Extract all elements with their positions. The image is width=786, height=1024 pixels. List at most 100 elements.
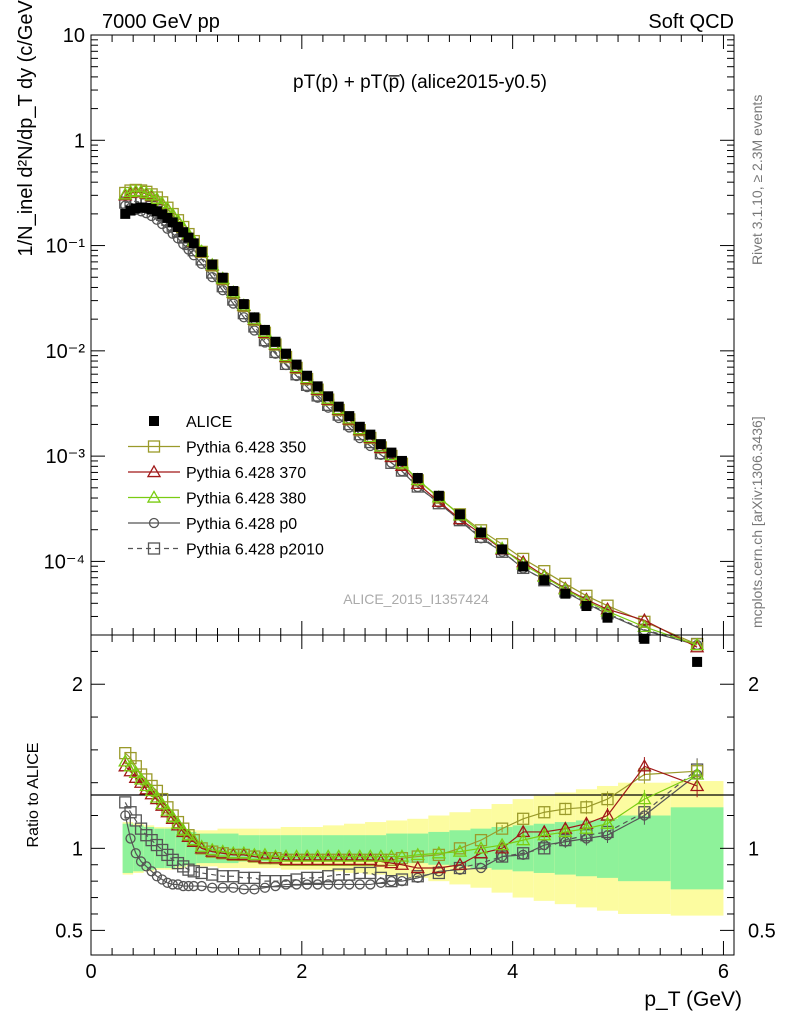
ratio-band-inner [164,828,176,869]
ratio-y-tick-label: 2 [72,674,83,696]
main-data-point [431,494,447,507]
ratio-data-point [299,852,315,866]
ratio-data-point [558,824,573,838]
ratio-data-point [162,877,173,888]
main-data-point [365,429,376,440]
main-data-point [167,217,178,228]
ratio-data-point [516,832,531,846]
ratio-data-point [344,879,355,890]
main-data-point [259,324,270,335]
ratio-data-point [139,778,154,792]
main-data-point [454,509,465,520]
ratio-y-tick-label: 0.5 [55,920,83,942]
ratio-band-inner [386,833,408,864]
main-data-point [162,212,173,223]
ratio-data-point [226,845,241,859]
ratio-data-point [410,847,425,861]
ratio-data-point [196,880,207,892]
ratio-data-point [354,879,365,890]
main-data-point [144,188,159,201]
ratio-data-point [247,849,262,862]
ratio-data-point [517,812,530,825]
ratio-data-point [579,821,594,834]
main-data-point [149,191,165,205]
main-data-point [639,633,650,644]
ratio-data-point [278,852,294,866]
ratio-data-point [494,837,510,851]
legend-label: Pythia 6.428 p0 [186,516,297,533]
ratio-series-3 [118,753,705,862]
ratio-data-point [247,847,262,861]
ratio-data-point [172,879,184,890]
legend: ALICE Pythia 6.428 350 Pythia 6.428 370 Pyt… [128,414,324,559]
ratio-data-point [183,880,194,892]
ratio-data-point [373,849,389,862]
ratio-data-point [149,790,165,803]
legend-marker [149,416,159,426]
main-data-point [312,381,323,392]
legend-marker [147,542,161,555]
ratio-series-layer [118,747,705,895]
analysis-watermark: ALICE_2015_I1357424 [343,591,489,607]
main-data-point [183,232,194,243]
main-axes: 10 1 10⁻¹ 10⁻² 10⁻³ 10⁻⁴ [44,25,734,636]
ratio-series-line [124,769,698,882]
main-data-point [151,206,162,217]
ratio-data-point [228,882,239,893]
ratio-data-point [342,852,357,866]
ratio-data-point [312,879,323,890]
main-data-point [146,204,157,215]
ratio-data-point [165,811,180,824]
main-data-point [281,348,292,359]
ratio-data-point [432,848,446,862]
main-data-point [518,561,529,572]
main-data-point [581,601,592,612]
ratio-series-line [124,774,698,890]
main-data-point [602,612,613,623]
ratio-data-point [149,791,165,805]
main-data-point [323,391,334,402]
ratio-data-point [268,849,283,862]
main-ylabel-text: 1/N_inel d²N/dp_T dy (c/GeV) [15,0,37,257]
ratio-data-point [431,860,447,874]
main-data-point [344,411,355,422]
ratio-data-point [186,832,201,846]
ratio-data-point [452,844,468,857]
main-data-point [136,202,147,213]
ratio-uncertainty-bands [122,781,724,916]
ratio-data-point [537,827,552,841]
ratio-panel: 0.5 0.5 1 1 2 2 0 2 4 6 [55,634,776,983]
ratio-data-point [186,834,201,847]
ratio-data-point [639,810,650,821]
ratio-data-point [181,827,196,841]
ratio-data-point [188,880,199,892]
ratio-data-point [160,804,175,818]
main-data-point [196,246,207,257]
ratio-data-point [386,876,397,887]
ratio-data-point [474,833,488,847]
main-y-tick-label: 1 [74,130,85,152]
ratio-data-point [187,865,200,878]
ratio-data-point [249,884,260,895]
main-data-point [637,619,652,633]
ratio-data-point [268,850,283,864]
ratio-data-point [396,876,408,887]
ratio-data-point [452,857,468,870]
header-left: 7000 GeV pp [102,11,220,33]
ratio-data-point [120,810,131,821]
ratio-data-point [176,822,191,836]
main-data-point [412,472,423,483]
legend-label: Pythia 6.428 380 [186,491,306,508]
main-series-layer [118,183,705,667]
main-data-point [386,447,397,458]
main-panel: 10 1 10⁻¹ 10⁻² 10⁻³ 10⁻⁴ ALICE Pythia 6.428 35… [44,25,735,667]
ratio-band-inner [670,807,724,890]
ratio-data-point [321,852,336,866]
rivet-label: Rivet 3.1.10, ≥ 2.3M events [749,95,765,265]
ratio-data-point [352,852,367,866]
main-data-point [539,575,550,586]
ratio-data-point [689,778,705,792]
main-data-point [692,656,703,667]
header-right: Soft QCD [648,11,734,33]
ratio-y-tick-label-right: 0.5 [748,920,776,942]
